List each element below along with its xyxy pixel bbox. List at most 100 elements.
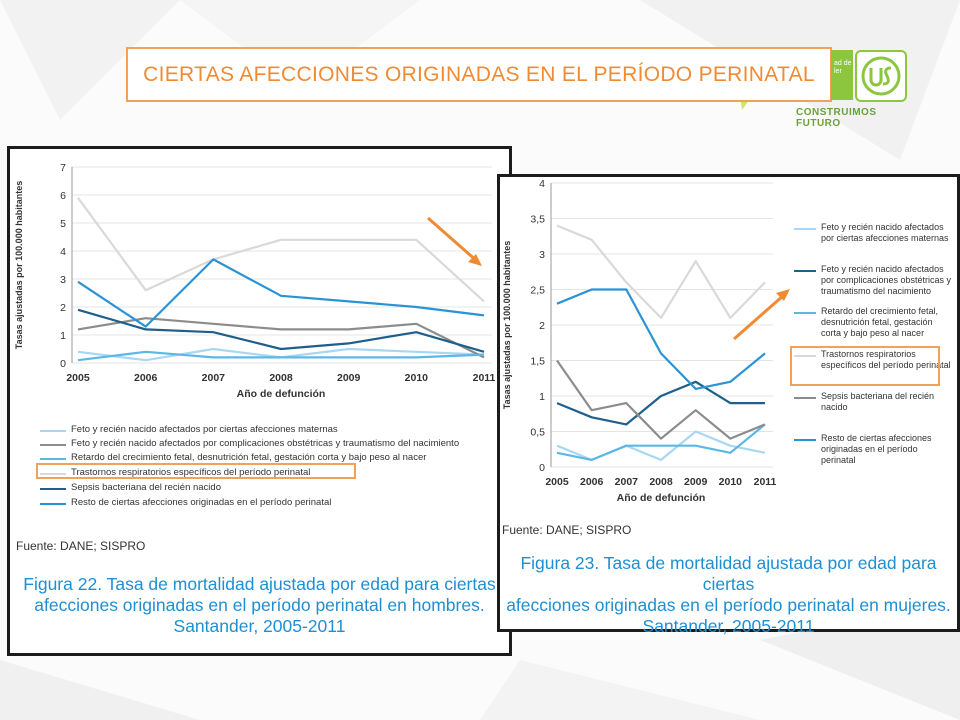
- legend-label: Sepsis bacteriana del recién nacido: [71, 482, 221, 493]
- legend-swatch: [794, 312, 816, 314]
- series-line: [77, 258, 485, 328]
- y-tick-label: 4: [60, 246, 66, 258]
- arrow-icon: [733, 289, 790, 341]
- x-tick-label: 2009: [684, 476, 708, 488]
- y-tick-label: 1: [539, 391, 545, 403]
- x-tick-label: 2010: [719, 476, 743, 488]
- legend-swatch: [40, 473, 66, 475]
- y-tick-label: 4: [539, 178, 545, 190]
- series-line: [556, 359, 766, 440]
- x-tick-label: 2009: [337, 372, 361, 384]
- legend-swatch: [40, 444, 66, 446]
- series-line: [77, 347, 485, 362]
- legend-swatch: [794, 355, 816, 357]
- x-tick-label: 2007: [202, 372, 226, 384]
- caption-line: Figura 23. Tasa de mortalidad ajustada p…: [520, 553, 937, 594]
- x-axis-label: Año de defunción: [237, 388, 326, 400]
- legend-item: Sepsis bacteriana del recién nacido: [40, 482, 500, 494]
- chart-hombres: 0 1 2 3 4 5 6 7 2005 2006 2007 2008 2009 2010 2011 Año …: [14, 162, 496, 400]
- legend-label: Retardo del crecimiento fetal, desnutric…: [71, 452, 427, 463]
- x-tick-label: 2011: [473, 372, 496, 384]
- university-logo-icon: [855, 50, 907, 102]
- y-axis-label: Tasas ajustadas por 100.000 habitantes: [502, 241, 512, 409]
- y-tick-label: 2,5: [530, 285, 545, 297]
- university-logo-text: ad de ler: [831, 50, 853, 100]
- legend-item: Feto y recién nacido afectados por ciert…: [794, 222, 954, 244]
- y-tick-label: 0,5: [530, 427, 545, 439]
- legend-swatch: [794, 439, 816, 441]
- series-line: [556, 423, 766, 461]
- legend-label: Resto de ciertas afecciones originadas e…: [71, 497, 332, 508]
- caption-line: afecciones originadas en el período peri…: [34, 595, 485, 615]
- y-tick-label: 7: [60, 162, 66, 174]
- y-tick-label: 0: [539, 462, 545, 474]
- series-line: [556, 288, 766, 390]
- y-tick-label: 1: [60, 330, 66, 342]
- slide-title-box: CIERTAS AFECCIONES ORIGINADAS EN EL PERÍ…: [126, 47, 832, 102]
- x-tick-label: 2007: [615, 476, 639, 488]
- y-axis-label: Tasas ajustadas por 100.000 habitantes: [14, 181, 24, 349]
- legend-item: Resto de ciertas afecciones originadas e…: [40, 497, 500, 509]
- legend-item: Feto y recién nacido afectados por compl…: [40, 438, 500, 450]
- legend-highlight-box: [36, 463, 356, 479]
- y-tick-label: 3: [60, 274, 66, 286]
- legend-label: Feto y recién nacido afectados por compl…: [821, 264, 952, 296]
- y-tick-label: 2: [539, 320, 545, 332]
- y-tick-label: 1,5: [530, 356, 545, 368]
- legend-label: Resto de ciertas afecciones originadas e…: [821, 433, 932, 465]
- legend-label: Feto y recién nacido afectados por compl…: [71, 438, 460, 449]
- x-tick-label: 2006: [580, 476, 604, 488]
- caption-line: Figura 22. Tasa de mortalidad ajustada p…: [23, 574, 496, 594]
- legend-item: Trastornos respiratorios específicos del…: [794, 349, 954, 371]
- chart-mujeres: 0 0,5 1 1,5 2 2,5 3 3,5 4 2005 2006 2007 2008 2009 201…: [502, 178, 777, 504]
- y-tick-label: 5: [60, 218, 66, 230]
- figure-caption: Figura 22. Tasa de mortalidad ajustada p…: [10, 574, 509, 637]
- legend-label: Sepsis bacteriana del recién nacido: [821, 391, 935, 412]
- slide-title: CIERTAS AFECCIONES ORIGINADAS EN EL PERÍ…: [143, 62, 815, 86]
- legend-item: Retardo del crecimiento fetal, desnutric…: [40, 452, 500, 464]
- y-tick-label: 3: [539, 249, 545, 261]
- source-note: Fuente: DANE; SISPRO: [16, 539, 146, 553]
- x-tick-label: 2011: [754, 476, 777, 488]
- legend-item: Resto de ciertas afecciones originadas e…: [794, 433, 954, 466]
- legend-label: Feto y recién nacido afectados por ciert…: [71, 424, 338, 435]
- x-axis-label: Año de defunción: [617, 492, 706, 504]
- x-tick-label: 2005: [545, 476, 569, 488]
- figure-23-panel: 0 0,5 1 1,5 2 2,5 3 3,5 4 2005 2006 2007 2008 2009 201…: [497, 174, 960, 636]
- legend-swatch: [794, 228, 816, 230]
- x-tick-label: 2006: [134, 372, 158, 384]
- x-tick-label: 2008: [269, 372, 293, 384]
- series-line: [77, 308, 485, 353]
- legend-swatch: [794, 270, 816, 272]
- series-line: [556, 224, 766, 319]
- legend-swatch: [40, 503, 66, 505]
- legend-item: Feto y recién nacido afectados por compl…: [794, 264, 954, 297]
- x-tick-label: 2010: [405, 372, 429, 384]
- source-note: Fuente: DANE; SISPRO: [502, 523, 632, 537]
- series-line: [77, 350, 485, 362]
- caption-line: Santander, 2005-2011: [642, 616, 815, 636]
- figure-caption: Figura 23. Tasa de mortalidad ajustada p…: [500, 553, 957, 637]
- legend-item: Trastornos respiratorios específicos del…: [40, 467, 500, 479]
- series-line: [556, 380, 765, 426]
- x-tick-label: 2008: [649, 476, 673, 488]
- x-tick-label: 2005: [66, 372, 90, 384]
- legend-swatch: [40, 458, 66, 460]
- y-tick-label: 6: [60, 190, 66, 202]
- arrow-icon: [427, 216, 482, 266]
- legend-highlight-box: [790, 346, 940, 386]
- series-line: [77, 197, 485, 303]
- legend-item: Sepsis bacteriana del recién nacido: [794, 391, 954, 413]
- legend-item: Retardo del crecimiento fetal, desnutric…: [794, 306, 954, 339]
- logo-caption: CONSTRUIMOS FUTURO: [796, 107, 877, 129]
- legend-swatch: [40, 430, 66, 432]
- legend-label: Trastornos respiratorios específicos del…: [821, 349, 951, 370]
- series-line: [77, 317, 485, 359]
- legend-swatch: [794, 397, 816, 399]
- y-tick-label: 0: [60, 358, 66, 370]
- legend-swatch: [40, 488, 66, 490]
- legend-label: Retardo del crecimiento fetal, desnutric…: [821, 306, 939, 338]
- y-tick-label: 3,5: [530, 214, 545, 226]
- legend-item: Feto y recién nacido afectados por ciert…: [40, 424, 500, 436]
- caption-line: afecciones originadas en el período peri…: [506, 595, 951, 615]
